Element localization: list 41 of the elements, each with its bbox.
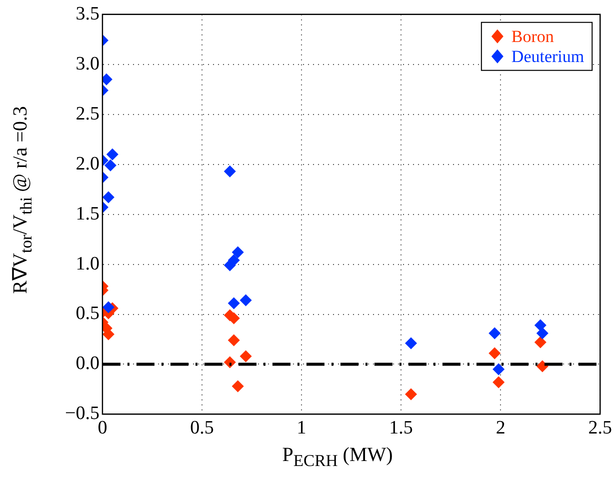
y-tick-label: 1.0 bbox=[76, 253, 100, 274]
point bbox=[224, 356, 236, 368]
point bbox=[228, 254, 240, 266]
x-tick-label: 1 bbox=[296, 418, 306, 439]
y-tick-label: 3.5 bbox=[76, 3, 100, 24]
point bbox=[232, 246, 244, 258]
point bbox=[405, 337, 418, 350]
y-tick-label: −0.5 bbox=[64, 403, 100, 424]
point bbox=[224, 165, 236, 178]
x-tick-label: 2 bbox=[496, 418, 506, 439]
point bbox=[534, 319, 546, 332]
y-tick-label: 0.0 bbox=[76, 353, 100, 374]
point bbox=[536, 327, 548, 340]
point bbox=[492, 376, 505, 388]
point bbox=[232, 380, 244, 392]
point bbox=[534, 336, 546, 348]
point bbox=[488, 327, 501, 340]
point bbox=[488, 347, 501, 360]
point bbox=[228, 334, 240, 346]
point bbox=[102, 301, 114, 314]
y-tick-label: 2.5 bbox=[76, 103, 100, 124]
legend-label: Deuterium bbox=[511, 46, 584, 66]
y-tick-label: 3.0 bbox=[76, 53, 100, 74]
point bbox=[405, 388, 418, 400]
point bbox=[240, 294, 252, 306]
x-tick-label: 0.5 bbox=[190, 418, 214, 439]
y-tick-label: 2.0 bbox=[76, 153, 100, 174]
legend-label: Boron bbox=[511, 26, 554, 46]
x-tick-label: 2.5 bbox=[588, 418, 612, 439]
y-tick-label: 1.5 bbox=[76, 203, 100, 224]
x-tick-label: 0 bbox=[98, 418, 108, 439]
y-tick-label: 0.5 bbox=[76, 303, 100, 324]
point bbox=[536, 360, 548, 372]
x-tick-label: 1.5 bbox=[389, 418, 413, 439]
point bbox=[102, 191, 114, 204]
x-axis-title: P$_{ECRH}$ (MW) bbox=[281, 444, 394, 471]
point bbox=[492, 363, 505, 376]
point bbox=[106, 148, 118, 160]
point bbox=[104, 159, 116, 172]
point bbox=[228, 297, 240, 310]
point bbox=[240, 350, 252, 362]
